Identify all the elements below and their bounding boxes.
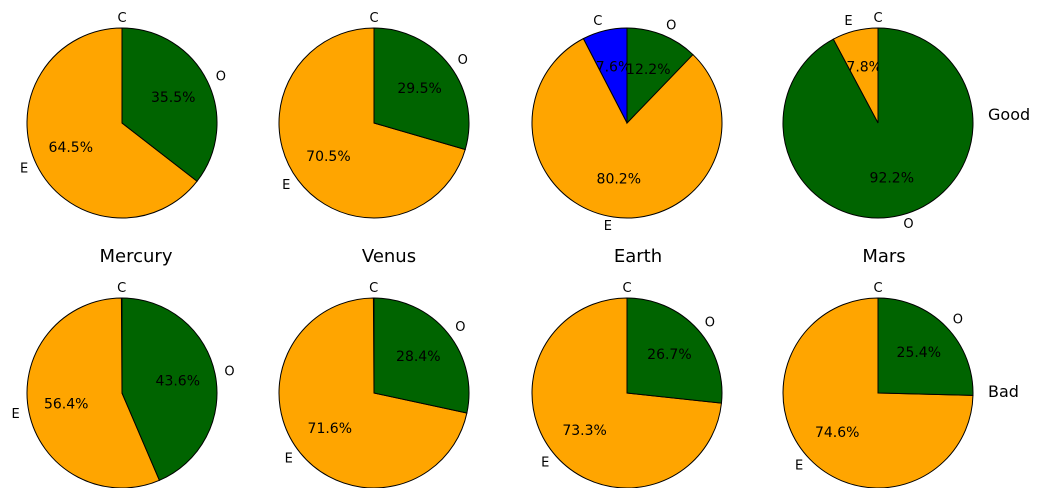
slice-label-c-venus-good: C: [369, 11, 378, 26]
planet-title-earth: Earth: [614, 246, 662, 267]
pct-label-e-earth-bad: 73.3%: [562, 423, 606, 439]
slice-label-c-venus-bad: C: [369, 281, 378, 296]
slice-e-mercury-good: [26, 27, 198, 219]
pct-label-o-earth-bad: 26.7%: [647, 347, 691, 363]
pct-label-o-mercury-good: 35.5%: [151, 90, 195, 106]
pct-label-e-venus-bad: 71.6%: [308, 421, 352, 437]
slice-label-e-mercury-bad: E: [11, 407, 19, 422]
pie-mercury-good: C0.0%E64.5%O35.5%: [20, 11, 226, 219]
pie-earth-good: C 7.6% E 80.2% O 12.2%: [531, 14, 723, 234]
slice-label-c-mercury-good: C: [117, 11, 126, 26]
slice-o-earth-bad: [626, 297, 723, 404]
slice-e-venus-bad: [278, 297, 468, 488]
slice-label-c-mars-good: C: [873, 11, 882, 26]
planet-title-venus: Venus: [362, 246, 416, 267]
pie-venus-good: C0.0%E70.5%O29.5%: [278, 11, 470, 219]
slice-e-mars-bad: [782, 297, 974, 488]
pct-label-e-mars-good: 7.8%: [846, 60, 882, 76]
row-label-bad: Bad: [988, 382, 1019, 401]
slice-o-venus-bad: [373, 297, 470, 414]
pie-mars-bad: C0.0%E74.6%O25.4%: [782, 281, 974, 488]
pct-label-o-venus-bad: 28.4%: [396, 349, 440, 365]
slice-e-earth-good: [531, 37, 723, 219]
slice-o-mars-bad: [877, 297, 974, 396]
slice-label-e-mars-good: E: [844, 14, 852, 29]
pct-label-o-mars-bad: 25.4%: [897, 345, 941, 361]
pct-label-e-mercury-good: 64.5%: [49, 140, 93, 156]
slice-label-c-mars-bad: C: [873, 281, 882, 296]
slice-label-o-earth-bad: O: [705, 316, 715, 331]
row-label-good: Good: [988, 105, 1030, 124]
pie-earth-bad: C0.0%E73.3%O26.7%: [531, 281, 723, 488]
slice-label-e-earth-good: E: [604, 219, 612, 234]
slice-label-o-mars-bad: O: [953, 313, 963, 328]
pie-mars-good: C0.0%E7.8%O92.2%: [782, 11, 974, 232]
slice-label-o-mercury-bad: O: [224, 365, 234, 380]
slice-label-o-mercury-good: O: [216, 70, 226, 85]
slice-label-c-earth-bad: C: [622, 281, 631, 296]
slice-o-mercury-good: [121, 27, 218, 182]
planet-title-mars: Mars: [862, 246, 905, 267]
slice-o-mercury-bad: [121, 297, 218, 481]
planet-title-mercury: Mercury: [100, 246, 173, 267]
slice-o-venus-good: [373, 27, 470, 151]
pct-label-e-venus-good: 70.5%: [306, 149, 350, 165]
pie-mercury-bad: C0.1%E56.4%O43.6%: [11, 281, 235, 488]
pct-label-o-earth-good: 12.2%: [626, 62, 670, 78]
slice-label-e-venus-bad: E: [285, 451, 293, 466]
slice-label-e-mars-bad: E: [795, 459, 803, 474]
pct-label-o-mercury-bad: 43.6%: [156, 374, 200, 390]
slice-label-c-mercury-bad: C: [117, 281, 126, 296]
pct-label-e-mars-bad: 74.6%: [815, 425, 859, 441]
slice-label-e-venus-good: E: [282, 178, 290, 193]
pct-label-e-mercury-bad: 56.4%: [44, 397, 88, 413]
slice-o-mars-good: [782, 27, 974, 219]
pie-venus-bad: C0.1%E71.6%O28.4%: [278, 281, 470, 488]
slice-label-o-earth-good: O: [666, 19, 676, 34]
pct-label-o-venus-good: 29.5%: [397, 81, 441, 97]
slice-label-o-mars-good: O: [903, 217, 913, 232]
pies-layer: C0.0%E64.5%O35.5%C0.0%E70.5%O29.5%C7.6%E…: [11, 11, 974, 488]
pct-label-e-earth-good: 80.2%: [597, 171, 641, 187]
slice-label-e-mercury-good: E: [20, 162, 28, 177]
slice-label-o-venus-good: O: [458, 53, 468, 68]
pct-label-o-mars-good: 92.2%: [870, 170, 914, 186]
pct-label-c-earth-good: 7.6%: [596, 60, 632, 76]
slice-label-o-venus-bad: O: [455, 320, 465, 335]
slice-label-e-earth-bad: E: [541, 455, 549, 470]
slice-o-earth-good: [626, 27, 694, 125]
slice-e-venus-good: [278, 27, 466, 219]
slice-label-c-earth-good: C: [593, 14, 602, 29]
